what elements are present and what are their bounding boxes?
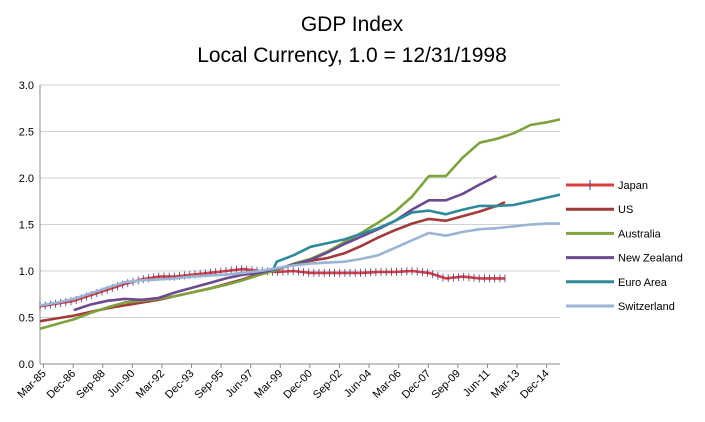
x-tick-label: Dec-86 <box>45 368 79 402</box>
x-tick-label: Dec-00 <box>281 368 315 402</box>
series-line-switzerland <box>39 222 560 307</box>
series-line-new-zealand <box>73 174 498 312</box>
y-tick-labels: 0.0 0.5 1.0 1.5 2.0 2.5 3.0 <box>19 80 34 371</box>
gridlines <box>40 84 560 318</box>
chart-title: GDP Index <box>301 13 404 36</box>
x-tick-label: Sep-95 <box>193 368 227 402</box>
y-tick-label: 1.0 <box>19 266 34 278</box>
x-tick-label: Sep-09 <box>429 368 463 402</box>
y-tick-label: 3.0 <box>19 80 34 92</box>
x-tick-labels: Mar-85Dec-86Sep-88Jun-90Mar-92Dec-93Sep-… <box>16 364 552 401</box>
x-tick-label: Dec-93 <box>163 368 197 402</box>
legend-label-japan: Japan <box>618 180 648 192</box>
legend-label-us: US <box>618 204 633 216</box>
legend-label-switzerland: Switzerland <box>618 301 675 313</box>
y-tick-label: 2.0 <box>19 173 34 185</box>
series-line-japan <box>39 267 505 308</box>
legend-label-australia: Australia <box>618 228 662 240</box>
x-tick-label: Sep-88 <box>74 368 108 402</box>
x-tick-label: Mar-92 <box>134 368 167 401</box>
x-tick-label: Dec-07 <box>400 368 434 402</box>
series-line-euro-area <box>271 193 561 272</box>
x-tick-label: Mar-99 <box>252 368 285 401</box>
legend: Japan US Australia New Zealand Euro Area Swit… <box>566 180 683 313</box>
axes <box>39 85 560 365</box>
x-tick-label: Jun-90 <box>105 368 137 400</box>
legend-label-euro-area: Euro Area <box>618 277 668 289</box>
x-tick-label: Mar-06 <box>371 368 404 401</box>
series-line-us <box>39 201 506 323</box>
series-lines <box>39 118 561 330</box>
legend-label-new-zealand: New Zealand <box>618 253 683 265</box>
x-tick-label: Mar-85 <box>16 368 49 401</box>
y-tick-label: 0.0 <box>19 359 34 371</box>
x-tick-label: Jun-04 <box>342 368 374 400</box>
x-tick-label: Jun-97 <box>224 368 256 400</box>
y-tick-label: 0.5 <box>19 313 34 325</box>
y-tick-label: 1.5 <box>19 220 34 232</box>
x-tick-label: Jun-11 <box>461 368 493 400</box>
x-tick-label: Dec-14 <box>518 368 552 402</box>
y-tick-label: 2.5 <box>19 127 34 139</box>
x-tick-label: Sep-02 <box>311 368 345 402</box>
chart-subtitle: Local Currency, 1.0 = 12/31/1998 <box>197 44 507 67</box>
x-tick-label: Mar-13 <box>489 368 522 401</box>
